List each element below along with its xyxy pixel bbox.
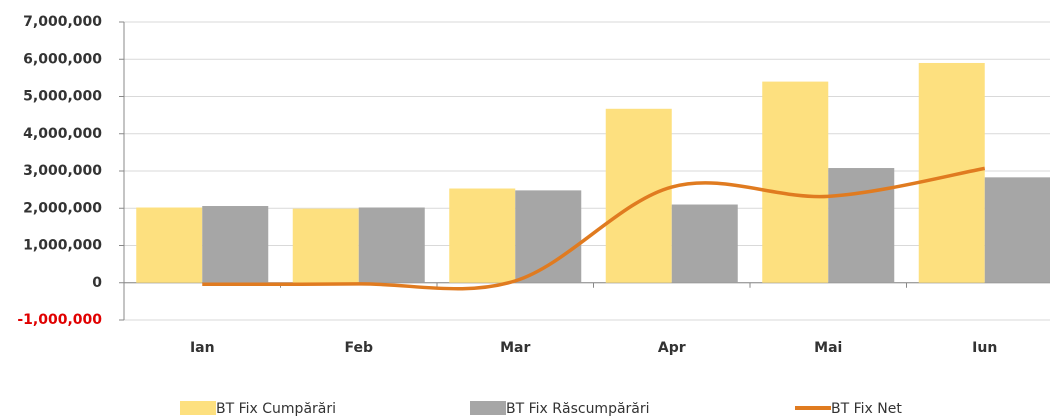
y-tick-label: 5,000,000 [23, 89, 102, 105]
bar [918, 62, 985, 283]
line [202, 166, 986, 291]
legend-label: BT Fix Răscumpărări [506, 401, 650, 417]
x-tick-label: Mar [500, 340, 530, 356]
y-tick-label: 7,000,000 [23, 14, 102, 30]
bar [202, 206, 269, 283]
bar [605, 108, 672, 283]
bar [136, 207, 203, 283]
bar [292, 208, 359, 283]
legend-swatch [180, 401, 216, 415]
x-tick-label: Iun [972, 340, 997, 356]
y-tick-label: 3,000,000 [23, 163, 102, 179]
bar [358, 207, 425, 283]
x-tick-label: Apr [658, 340, 686, 356]
legend-label: BT Fix Cumpărări [216, 401, 336, 417]
legend-label: BT Fix Net [831, 401, 902, 417]
x-tick-label: Ian [190, 340, 215, 356]
bar [762, 81, 829, 283]
x-tick-label: Mai [814, 340, 842, 356]
y-tick-label: 1,000,000 [23, 238, 102, 254]
bar [449, 188, 516, 283]
y-tick-label: 6,000,000 [23, 51, 102, 67]
y-tick-label: 0 [92, 275, 102, 291]
bar [984, 177, 1050, 283]
bar [671, 204, 738, 283]
y-tick-label: 2,000,000 [23, 200, 102, 216]
y-tick-label: -1,000,000 [17, 312, 102, 328]
y-tick-label: 4,000,000 [23, 126, 102, 142]
bar [515, 190, 582, 283]
bar [828, 168, 895, 283]
legend-swatch [470, 401, 506, 415]
x-tick-label: Feb [344, 340, 373, 356]
